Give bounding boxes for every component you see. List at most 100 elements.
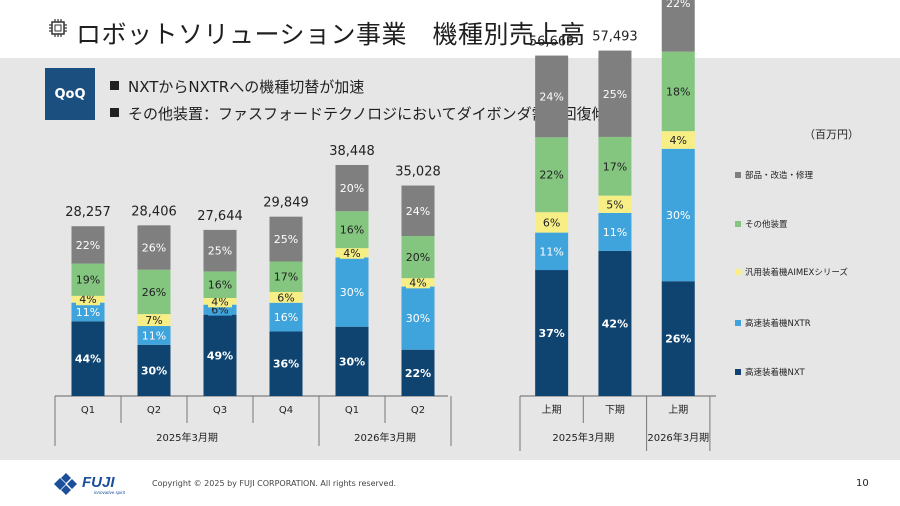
group-label: 2025年3月期: [552, 431, 614, 444]
data-label-parts: 24%: [539, 90, 563, 103]
category-tick-label: 上期: [668, 404, 688, 416]
square-bullet-icon: [110, 108, 119, 117]
page-title: ロボットソリューション事業 機種別売上高: [76, 20, 586, 49]
group-label: 2025年3月期: [156, 431, 218, 444]
legend-swatch-aimex: [735, 269, 741, 275]
data-label-parts: 24%: [406, 205, 430, 218]
bar-segment-nxtr: [401, 286, 435, 350]
data-label-bg-aimex: [340, 246, 364, 259]
bar-segment-other: [203, 271, 237, 299]
bullet-text: NXTからNXTRへの機種切替が加速: [128, 78, 365, 96]
data-label-nxt: 30%: [339, 355, 365, 368]
bar-segment-parts: [535, 55, 569, 138]
bar-segment-nxt: [137, 344, 171, 396]
logo-mark-icon: [54, 473, 77, 495]
total-label: 38,448: [329, 144, 375, 159]
data-label-other: 17%: [603, 160, 627, 173]
bar-segment-nxt: [71, 321, 105, 396]
data-label-other: 19%: [76, 274, 100, 287]
bar-segment-nxt: [269, 331, 303, 396]
data-label-other: 20%: [406, 251, 430, 264]
square-bullet-icon: [110, 81, 119, 90]
bar-segment-other: [661, 51, 695, 132]
total-label: 28,257: [65, 205, 111, 220]
logo-tagline: innovative spirit: [94, 490, 126, 495]
page-number: 10: [856, 478, 869, 489]
chip-icon: [49, 19, 67, 37]
data-label-nxtr: 11%: [76, 306, 100, 319]
total-label: 27,644: [197, 209, 243, 224]
bar-segment-nxt: [661, 281, 695, 396]
bar-segment-aimex: [598, 195, 632, 213]
legend-label-nxtr: 高速装着機NXTR: [745, 318, 811, 329]
data-label-aimex: 4%: [211, 295, 228, 308]
data-label-other: 16%: [208, 279, 232, 292]
bar-segment-parts: [401, 185, 435, 237]
bar-segment-other: [137, 269, 171, 315]
data-label-parts: 22%: [76, 239, 100, 252]
group-label: 2026年3月期: [647, 431, 709, 444]
data-label-nxtr: 30%: [340, 286, 364, 299]
total-label: 35,028: [395, 165, 441, 180]
data-label-nxt: 26%: [665, 333, 691, 346]
data-label-other: 22%: [539, 169, 563, 182]
category-tick-label: Q4: [279, 405, 293, 416]
bar-segment-nxt: [401, 349, 435, 396]
bar-segment-nxtr: [535, 232, 569, 271]
category-tick-label: 下期: [605, 404, 625, 416]
bar-segment-nxtr: [598, 212, 632, 251]
category-tick-label: Q2: [147, 405, 161, 416]
bar-segment-other: [598, 136, 632, 196]
data-label-bg-aimex: [406, 276, 430, 289]
legend-swatch-parts: [735, 172, 741, 178]
category-tick-label: 上期: [542, 404, 562, 416]
data-label-aimex: 4%: [343, 247, 360, 260]
legend-label-other: その他装置: [745, 219, 788, 230]
bar-segment-parts: [71, 226, 105, 264]
data-label-parts: 25%: [208, 245, 232, 258]
data-label-nxtr: 11%: [603, 226, 627, 239]
data-label-nxtr: 11%: [142, 329, 166, 342]
total-label: 28,406: [131, 204, 177, 219]
bar-segment-nxtr: [71, 302, 105, 322]
data-label-parts: 25%: [603, 88, 627, 101]
group-label: 2026年3月期: [354, 431, 416, 444]
bar-segment-other: [269, 261, 303, 292]
bar-segment-nxt: [335, 326, 369, 396]
data-label-aimex: 5%: [606, 198, 623, 211]
category-tick-label: Q1: [81, 405, 95, 416]
data-label-bg-aimex: [208, 295, 232, 308]
data-label-nxtr: 16%: [274, 311, 298, 324]
data-label-aimex: 6%: [277, 291, 294, 304]
legend-label-nxt: 高速装着機NXT: [745, 367, 806, 378]
bar-segment-parts: [203, 229, 237, 272]
total-label: 56,663: [529, 35, 575, 50]
bar-segment-nxt: [203, 314, 237, 396]
category-tick-label: Q1: [345, 405, 359, 416]
bar-segment-nxtr: [335, 257, 369, 327]
bar-segment-other: [535, 137, 569, 213]
data-label-nxtr: 11%: [539, 245, 563, 258]
data-label-parts: 25%: [274, 233, 298, 246]
copyright: Copyright © 2025 by FUJI CORPORATION. Al…: [152, 479, 397, 488]
bar-segment-aimex: [661, 131, 695, 149]
data-label-other: 17%: [274, 271, 298, 284]
total-label: 57,493: [592, 30, 638, 45]
legend-swatch-nxt: [735, 369, 741, 375]
data-label-aimex: 4%: [79, 293, 96, 306]
data-label-other: 18%: [666, 85, 690, 98]
bar-segment-aimex: [269, 291, 303, 303]
sales-by-model-chart: 44%11%4%19%22%28,257Q130%11%7%26%26%28,4…: [54, 0, 848, 451]
data-label-nxt: 30%: [141, 364, 167, 377]
data-label-other: 16%: [340, 224, 364, 237]
bar-segment-parts: [598, 50, 632, 137]
data-label-nxt: 36%: [273, 358, 299, 371]
bar-segment-nxtr: [661, 148, 695, 282]
data-label-parts: 26%: [142, 242, 166, 255]
legend-swatch-nxtr: [735, 320, 741, 326]
bar-segment-parts: [335, 165, 369, 212]
bar-segment-aimex: [535, 212, 569, 233]
bar-segment-parts: [269, 216, 303, 262]
data-label-nxtr: 30%: [406, 312, 430, 325]
bullet-item: NXTからNXTRへの機種切替が加速: [110, 76, 364, 97]
